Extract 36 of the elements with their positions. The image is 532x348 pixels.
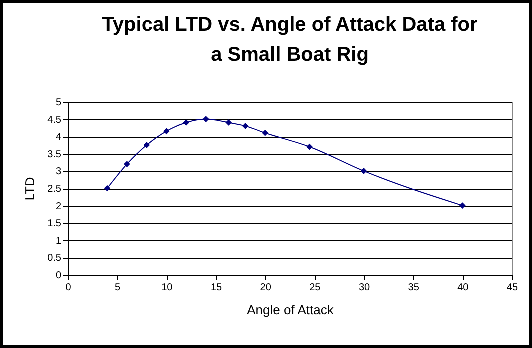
point [262,130,268,136]
y-tick-label: 5 [56,98,62,108]
point [226,120,232,126]
y-tick-label: 1 [56,236,62,247]
x-tick-label: 25 [310,282,322,294]
x-tick-label: 15 [210,282,222,294]
point [164,128,170,135]
x-tick-label: 45 [506,282,518,294]
y-tick-label: 4 [56,132,62,144]
point [306,144,313,150]
y-axis-title: LTD [22,177,38,201]
point [104,185,111,192]
x-tick-label: 10 [162,282,174,294]
x-tick-label: 20 [260,282,272,294]
point [460,202,466,209]
y-tick-label: 2.5 [48,184,62,195]
point [242,123,249,130]
x-tick-label: 30 [358,282,370,294]
chart-title: Typical LTD vs. Angle of Attack Data for a Small Boat Rig [102,14,478,66]
x-tick-label: 5 [115,282,122,294]
point [124,161,130,168]
y-tick-label: 3.5 [48,149,62,160]
y-tick-label: 3 [56,166,62,178]
point [183,120,190,126]
y-tick-label: 1.5 [48,218,62,230]
point [360,168,368,174]
y-tick-label: 0 [56,270,62,282]
x-tick-label: 35 [408,282,420,294]
x-axis-title: Angle of Attack [247,302,334,318]
x-tick-label: 0 [66,282,72,294]
point [202,116,210,122]
y-tick-label: 4.5 [48,114,62,126]
y-tick-label: 0.5 [48,253,62,264]
point [144,142,150,148]
y-tick-label: 2 [56,201,62,212]
x-tick-label: 40 [458,282,470,294]
